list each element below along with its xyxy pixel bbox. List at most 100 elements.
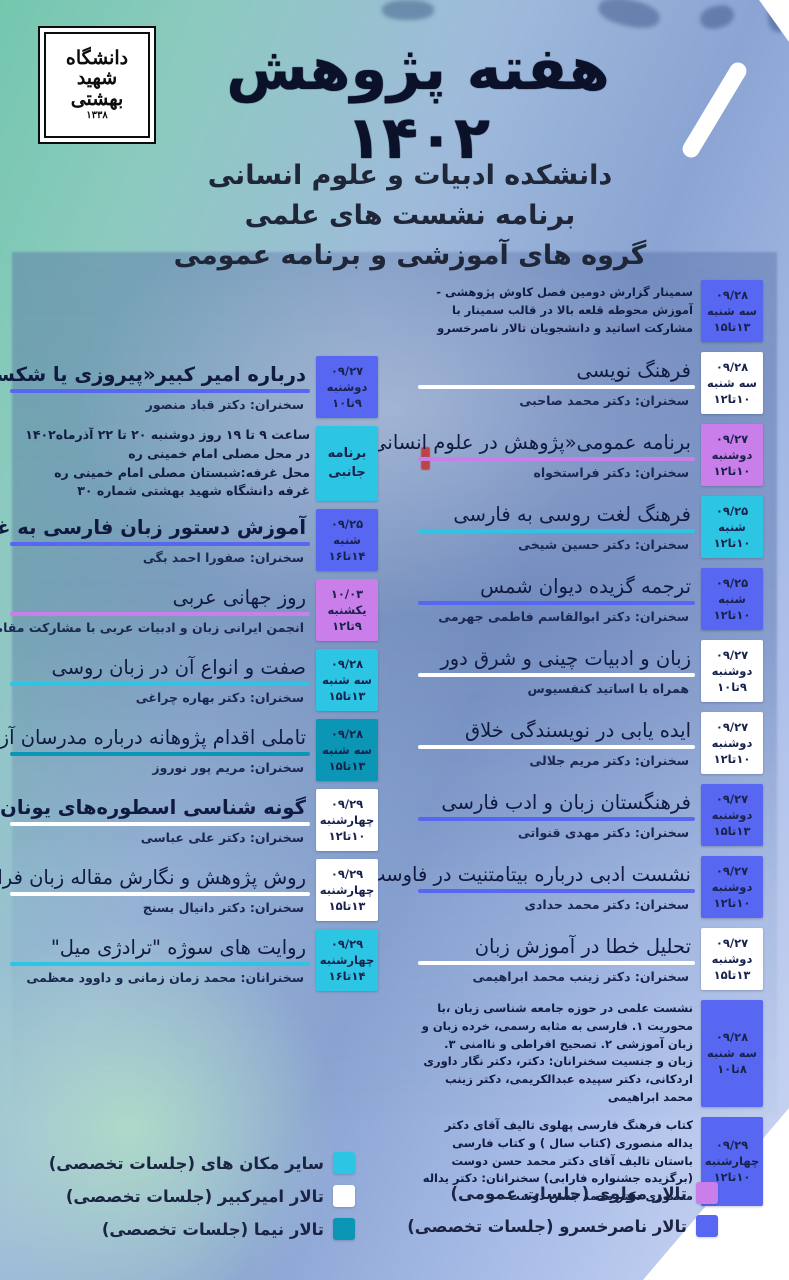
event-date-box: ۰۹/۲۷ دوشنبه ۱۰تا۱۲ [701, 856, 763, 918]
event-day: سه شنبه [707, 1046, 757, 1061]
event-title: گونه شناسی اسطوره‌های یونان باستان [0, 795, 306, 819]
event-time: ۹تا۱۰ [717, 680, 747, 694]
legend-item: تالار مولوی (جلسات عمومی) [407, 1182, 718, 1204]
note-text: کتاب فرهنگ فارسی پهلوی تالیف آقای دکتر ی… [422, 1117, 693, 1204]
event-date: ۰۹/۲۷ [715, 792, 749, 806]
note-row: ۰۹/۲۸ سه شنبه ۸تا۱۰ نشست علمی در حوزه جا… [418, 1000, 763, 1107]
legend-label: تالار امیرکبیر (جلسات تخصصی) [65, 1186, 324, 1206]
event-row: ۰۹/۲۷ دوشنبه ۱۰تا۱۲ برنامه عمومی«پژوهش د… [359, 424, 763, 486]
event-underline [418, 600, 695, 605]
event-date-box: ۰۹/۲۸ سه شنبه ۸تا۱۰ [701, 1000, 763, 1107]
legend-label: سایر مکان های (جلسات تخصصی) [48, 1153, 324, 1173]
event-date: ۱۰/۰۳ [330, 587, 364, 601]
event-time: ۱۴تا۱۶ [328, 969, 366, 983]
event-title: صفت و انواع آن در زبان روسی [51, 655, 306, 679]
event-day: چهارشنبه [704, 1154, 760, 1169]
event-date-box: ۰۹/۲۵ شنبه ۱۰تا۱۲ [701, 568, 763, 630]
event-date-box: ۰۹/۲۷ دوشنبه ۹تا۱۰ [316, 356, 378, 418]
event-day: چهارشنبه [319, 883, 375, 897]
event-date: ۰۹/۲۷ [330, 364, 364, 378]
event-time: ۱۰تا۱۲ [713, 896, 751, 910]
event-title: فرهنگستان زبان و ادب فارسی [441, 790, 691, 814]
event-speaker: سخنران: صفورا احمد بگی [142, 549, 304, 565]
event-time: ۱۳تا۱۵ [328, 689, 366, 703]
note-text: سمینار گزارش دومین فصل کاوش پژوهشی - آمو… [436, 285, 693, 335]
event-day: شنبه [718, 520, 746, 534]
event-speaker: سخنران: دکتر مهدی قنواتی [517, 824, 689, 840]
legend-color-swatch [333, 1185, 355, 1207]
event-date: ۰۹/۲۵ [715, 576, 749, 590]
event-date-box: ۰۹/۲۹ چهارشنبه ۱۳تا۱۵ [316, 859, 378, 921]
event-day: دوشنبه [326, 380, 368, 394]
event-content: تاملی اقدام پژوهانه درباره مدرسان آزفا س… [0, 719, 310, 781]
note-row: ۰۹/۲۹ چهارشنبه ۱۰تا۱۲ کتاب فرهنگ فارسی پ… [418, 1116, 763, 1206]
side-program-line: محل غرفه:شبستان مصلی امام خمینی ره [54, 464, 310, 480]
event-speaker: سخنران: دکتر محمد حدادی [524, 896, 689, 912]
side-program-line: غرفه دانشگاه شهید بهشتی شماره ۳۰ [77, 483, 310, 499]
event-date: ۰۹/۲۹ [330, 867, 364, 881]
event-title: ایده یابی در نویسندگی خلاق [464, 718, 691, 742]
event-day: سه شنبه [322, 673, 372, 687]
side-program-line: در محل مصلی امام خمینی ره [128, 445, 310, 461]
event-date: ۰۹/۲۸ [715, 1030, 749, 1045]
event-title: روایت های سوژه "ترادژی میل" [50, 935, 306, 959]
event-underline [10, 611, 310, 616]
event-speaker: سخنرانان: محمد زمان زمانی و داوود معظمی [26, 969, 304, 985]
event-content: تحلیل خطا در آموزش زبان سخنران: دکتر زین… [418, 928, 695, 990]
event-time: ۱۳تا۱۵ [713, 320, 751, 334]
event-content: صفت و انواع آن در زبان روسی سخنران: دکتر… [10, 649, 310, 711]
event-date-box: ۰۹/۲۷ دوشنبه ۱۰تا۱۲ [701, 712, 763, 774]
event-date: ۰۹/۲۵ [330, 517, 364, 531]
event-row: ۰۹/۲۷ دوشنبه ۹تا۱۰ زبان و ادبیات چینی و … [418, 640, 763, 702]
event-content: نشست ادبی درباره بیتامتنیت در فاوست سخنر… [367, 856, 695, 918]
legend-label: تالار ناصرخسرو (جلسات تخصصی) [407, 1216, 687, 1236]
event-date-box: ۰۹/۲۸ سه شنبه ۱۳تا۱۵ [701, 280, 763, 342]
event-row: ۰۹/۲۹ چهارشنبه ۱۳تا۱۵ روش پژوهش و نگارش … [0, 859, 378, 921]
legend-item: سایر مکان های (جلسات تخصصی) [49, 1152, 355, 1174]
event-underline [10, 961, 310, 966]
event-time: ۸تا۱۰ [717, 1062, 747, 1077]
event-date: ۰۹/۲۷ [715, 936, 749, 950]
event-date: ۰۹/۲۷ [715, 864, 749, 878]
side-program-details: ساعت ۹ تا ۱۹ روز دوشنبه ۲۰ تا ۲۲ آذرماه۱… [10, 426, 310, 501]
event-speaker: سخنران: دکتر قباد منصور [145, 396, 304, 412]
event-title: تحلیل خطا در آموزش زبان [474, 934, 691, 958]
event-date-box: ۰۹/۲۷ دوشنبه ۱۳تا۱۵ [701, 784, 763, 846]
event-content: روش پژوهش و نگارش مقاله زبان فرانسه سخنر… [0, 859, 310, 921]
event-date: ۰۹/۲۹ [330, 937, 364, 951]
event-content: ایده یابی در نویسندگی خلاق سخنران: دکتر … [418, 712, 695, 774]
legend-item: تالار امیرکبیر (جلسات تخصصی) [49, 1185, 355, 1207]
event-speaker: سخنران: دکتر زینب محمد ابراهیمی [472, 968, 689, 984]
event-time: ۱۴تا۱۶ [328, 549, 366, 563]
event-date-box: ۰۹/۲۵ شنبه ۱۰تا۱۲ [701, 496, 763, 558]
event-content: گونه شناسی اسطوره‌های یونان باستان سخنرا… [0, 789, 310, 851]
event-time: ۹تا۱۲ [332, 619, 362, 633]
event-date-box: ۰۹/۲۹ چهارشنبه ۱۴تا۱۶ [316, 929, 378, 991]
event-speaker: سخنران: دکتر فراستخواه [533, 464, 689, 480]
event-underline [10, 751, 310, 756]
event-time: ۱۳تا۱۵ [328, 759, 366, 773]
stage-light-blob [697, 1, 737, 33]
event-date-box: ۰۹/۲۸ سه شنبه ۱۳تا۱۵ [316, 719, 378, 781]
event-date: ۰۹/۲۷ [715, 720, 749, 734]
event-content: روایت های سوژه "ترادژی میل" سخنرانان: مح… [10, 929, 310, 991]
event-speaker: سخنران: دکتر محمد صاحبی [519, 392, 689, 408]
page-title: هفته پژوهش ۱۴۰۲ [226, 34, 610, 172]
legend-color-swatch [696, 1215, 718, 1237]
event-time: ۱۰تا۱۲ [328, 829, 366, 843]
event-underline [418, 384, 695, 389]
event-time: ۱۳تا۱۵ [328, 899, 366, 913]
event-speaker: سخنران: دکتر حسین شیخی [518, 536, 689, 552]
event-underline [418, 456, 695, 461]
note-row: ۰۹/۲۸ سه شنبه ۱۳تا۱۵ سمینار گزارش دومین … [418, 280, 763, 342]
logo-line: بهشتی [70, 87, 124, 110]
event-content: فرهنگ لغت روسی به فارسی سخنران: دکتر حسی… [418, 496, 695, 558]
event-underline [418, 744, 695, 749]
logo-line: شهید [76, 67, 118, 90]
event-underline [418, 888, 695, 893]
event-title: آموزش دستور زبان فارسی به غیر فارسی زبان… [0, 515, 306, 539]
note-text: نشست علمی در حوزه جامعه شناسی زبان ،با م… [421, 1001, 693, 1105]
event-day: سه شنبه [707, 376, 757, 390]
event-date: ۰۹/۲۷ [715, 648, 749, 662]
event-underline [10, 541, 310, 546]
